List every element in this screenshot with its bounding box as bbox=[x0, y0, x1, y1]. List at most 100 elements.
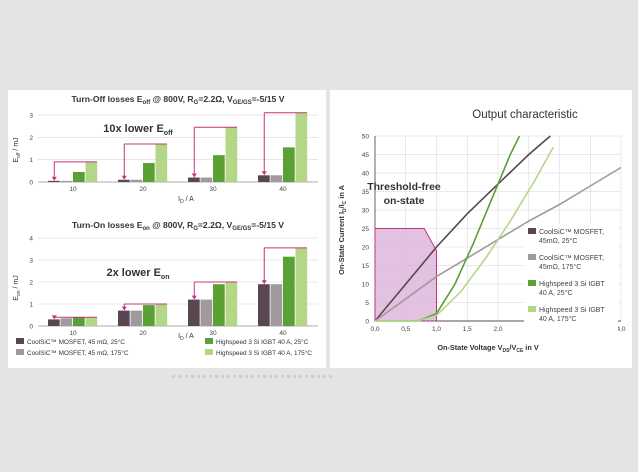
legend-label: Highspeed 3 Si IGBT 40 A, 25°C bbox=[216, 338, 309, 346]
output-legend-label: 40 A, 175°C bbox=[539, 315, 576, 323]
output-legend-label: 40 A, 25°C bbox=[539, 289, 573, 297]
legend-label: Highspeed 3 Si IGBT 40 A, 175°C bbox=[216, 349, 312, 357]
output-legend-label: CoolSiC™ MOSFET, bbox=[539, 229, 604, 236]
turnoff-bar bbox=[155, 144, 168, 182]
turnon-bar bbox=[85, 317, 98, 326]
legend-swatch bbox=[205, 338, 213, 344]
output-xlabel: On-State Voltage VDS/VCE in V bbox=[437, 343, 539, 354]
turnon-bar bbox=[258, 284, 270, 326]
threshold-free-region bbox=[374, 228, 437, 322]
turnon-title: Turn-On losses Eon @ 800V, RG=2.2Ω, VGE/… bbox=[72, 220, 284, 232]
output-xtick-label: 0,5 bbox=[401, 326, 410, 333]
turnoff-bar bbox=[258, 175, 270, 182]
turnoff-bar bbox=[118, 179, 130, 182]
turnon-plot-area: 0 1 2 3 4 10 20 30 40 bbox=[29, 236, 318, 337]
output-series-line bbox=[375, 146, 555, 322]
losses-legend: CoolSiC™ MOSFET, 45 mΩ, 25°C CoolSiC™ MOS… bbox=[16, 338, 312, 357]
turnon-bar bbox=[270, 284, 283, 326]
threshold-annotation-line2: on-state bbox=[384, 195, 425, 207]
output-ytick-label: 15 bbox=[362, 263, 370, 270]
output-legend-swatch bbox=[528, 254, 536, 260]
turnoff-bar bbox=[225, 127, 238, 182]
output-legend-label: Highspeed 3 Si IGBT bbox=[539, 281, 605, 288]
legend-swatch bbox=[205, 349, 213, 355]
turnoff-ytick-label: 3 bbox=[29, 113, 33, 120]
legend-swatch bbox=[16, 338, 24, 344]
turnon-xtick-label: 20 bbox=[139, 330, 147, 337]
turnoff-bar bbox=[188, 177, 200, 182]
turnoff-annotation: 10x lower Eoff bbox=[103, 123, 173, 137]
turnon-annotation: 2x lower Eon bbox=[107, 267, 170, 281]
switching-losses-chart: Turn-Off losses Eoff @ 800V, RG=2.2Ω, VG… bbox=[13, 94, 318, 357]
output-legend-label: CoolSiC™ MOSFET, bbox=[539, 255, 604, 262]
output-ytick-label: 20 bbox=[362, 245, 370, 252]
output-characteristic-chart: Output characteristic On-State Current I… bbox=[337, 109, 626, 354]
turnoff-bar bbox=[295, 112, 308, 182]
turnoff-bar bbox=[213, 155, 225, 182]
turnon-bar bbox=[130, 310, 143, 326]
output-ytick-label: 45 bbox=[362, 152, 370, 159]
turnoff-xtick-label: 20 bbox=[139, 186, 147, 193]
output-legend-swatch bbox=[528, 280, 536, 286]
output-ytick-label: 35 bbox=[362, 189, 370, 196]
turnon-bar bbox=[200, 299, 213, 326]
switching-losses-panel: Turn-Off losses Eoff @ 800V, RG=2.2Ω, VG… bbox=[8, 90, 326, 368]
turnoff-bar bbox=[60, 180, 73, 182]
output-ytick-label: 10 bbox=[362, 282, 370, 289]
turnon-bar bbox=[143, 305, 155, 326]
output-xtick-label: 4,0 bbox=[616, 326, 625, 333]
output-ytick-label: 50 bbox=[362, 134, 370, 141]
turnon-bar bbox=[225, 282, 238, 326]
turnon-xtick-label: 30 bbox=[209, 330, 217, 337]
turnon-bar bbox=[188, 299, 200, 326]
turnon-ylabel: Eon / mJ bbox=[13, 275, 22, 300]
turnon-bar bbox=[155, 304, 168, 326]
threshold-annotation-line1: Threshold-free bbox=[367, 181, 441, 193]
turnoff-bar bbox=[283, 147, 295, 182]
turnoff-xlabel: ID / A bbox=[178, 196, 194, 205]
output-ylabel: On-State Current ID/IC in A bbox=[337, 184, 348, 274]
turnoff-arrowhead bbox=[191, 173, 197, 178]
turnon-arrowhead bbox=[191, 295, 197, 300]
output-xtick-label: 2,0 bbox=[493, 326, 502, 333]
output-plot-area: 051015202530354045500,00,51,01,52,02,53,… bbox=[362, 134, 626, 334]
output-xtick-label: 0,0 bbox=[370, 326, 379, 333]
output-ytick-label: 5 bbox=[365, 300, 369, 307]
legend-label: CoolSiC™ MOSFET, 45 mΩ, 25°C bbox=[27, 338, 125, 346]
turnon-ytick-label: 1 bbox=[29, 302, 33, 309]
turnoff-arrowhead bbox=[121, 175, 127, 180]
turnoff-xtick-label: 10 bbox=[69, 186, 77, 193]
turnon-ytick-label: 4 bbox=[29, 236, 33, 243]
turnoff-bar bbox=[130, 179, 143, 182]
turnon-bar bbox=[73, 317, 85, 326]
turnon-bar bbox=[60, 318, 73, 326]
turnoff-xtick-label: 40 bbox=[279, 186, 287, 193]
turnoff-bar bbox=[200, 177, 213, 182]
turnoff-plot-area: 0 1 2 3 10 20 30 40 bbox=[29, 112, 318, 193]
turnon-arrowhead bbox=[261, 280, 267, 285]
turnon-bar bbox=[295, 247, 308, 326]
output-ytick-label: 30 bbox=[362, 208, 370, 215]
turnoff-ytick-label: 2 bbox=[29, 135, 33, 142]
bottom-divider bbox=[172, 375, 332, 378]
turnoff-bar bbox=[270, 175, 283, 182]
output-xtick-label: 1,0 bbox=[432, 326, 441, 333]
turnon-bar bbox=[213, 284, 225, 326]
turnoff-bar bbox=[85, 161, 98, 182]
turnon-ytick-label: 3 bbox=[29, 258, 33, 265]
output-characteristic-panel: Output characteristic On-State Current I… bbox=[330, 90, 632, 368]
turnon-xlabel: ID / A bbox=[178, 333, 194, 342]
output-title: Output characteristic bbox=[472, 109, 578, 121]
turnoff-arrowhead bbox=[51, 176, 57, 181]
turnon-ytick-label: 0 bbox=[29, 324, 33, 331]
output-ytick-label: 40 bbox=[362, 171, 370, 178]
turnon-arrowhead bbox=[51, 315, 57, 320]
output-xtick-label: 1,5 bbox=[463, 326, 472, 333]
turnoff-ytick-label: 0 bbox=[29, 180, 33, 187]
turnon-bar bbox=[118, 310, 130, 326]
output-legend-background bbox=[524, 224, 618, 332]
output-legend-swatch bbox=[528, 306, 536, 312]
turnon-ytick-label: 2 bbox=[29, 280, 33, 287]
output-series-line bbox=[374, 135, 551, 322]
